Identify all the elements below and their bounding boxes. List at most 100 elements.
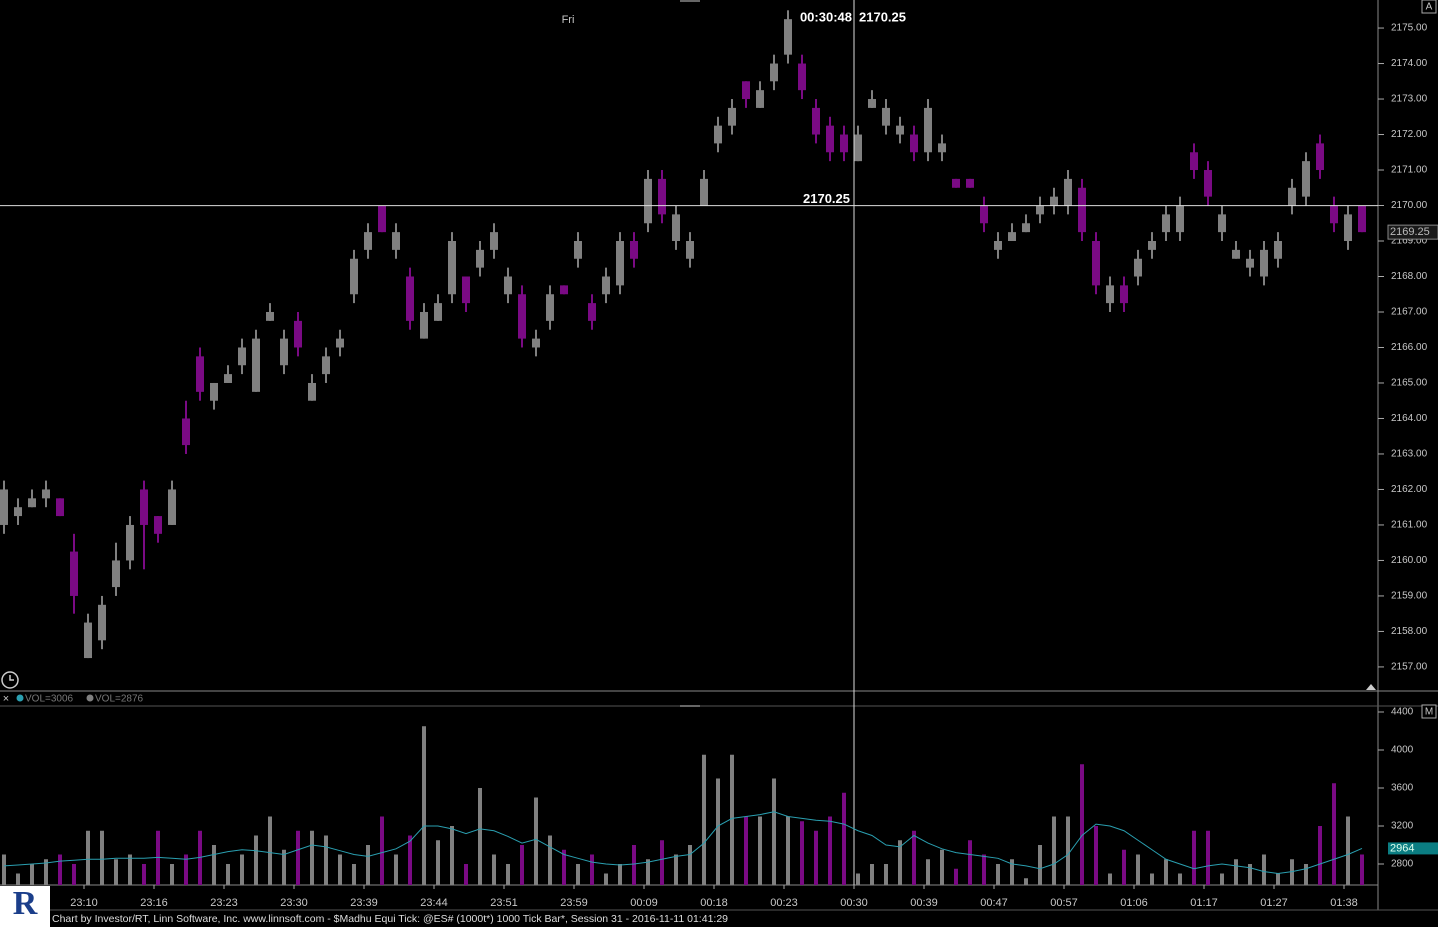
- y-tick-label: 2800: [1391, 859, 1414, 870]
- x-tick-label: 23:51: [490, 897, 518, 909]
- volume-bar: [338, 854, 342, 885]
- bar-body: [938, 143, 946, 153]
- bar-body: [1204, 170, 1212, 197]
- y-tick-label: 2160.00: [1391, 555, 1428, 566]
- bar-body: [1092, 241, 1100, 286]
- footer-text: Chart by Investor/RT, Linn Software, Inc…: [52, 913, 728, 925]
- bar-body: [210, 382, 218, 401]
- volume-bar: [1038, 845, 1042, 885]
- bar-body: [896, 125, 904, 135]
- y-tick-label: 2166.00: [1391, 342, 1428, 353]
- scale-button-label[interactable]: A: [1426, 2, 1433, 13]
- y-tick-label: 2157.00: [1391, 662, 1428, 673]
- bar-body: [574, 241, 582, 259]
- volume-bar: [1346, 816, 1350, 885]
- y-tick-label: 2159.00: [1391, 591, 1428, 602]
- clock-icon[interactable]: [1, 671, 19, 689]
- bar-body: [1134, 258, 1142, 277]
- bar-body: [70, 551, 78, 596]
- bar-body: [994, 241, 1002, 250]
- volume-bar: [1304, 864, 1308, 885]
- bar-body: [784, 19, 792, 55]
- volume-bar: [1024, 878, 1028, 885]
- scale-button-label[interactable]: M: [1425, 707, 1433, 718]
- volume-bar: [758, 816, 762, 885]
- volume-bar: [996, 864, 1000, 885]
- x-tick-label: 00:09: [630, 897, 658, 909]
- bar-body: [1246, 258, 1254, 268]
- bar-body: [392, 232, 400, 250]
- scroll-marker[interactable]: [1366, 684, 1376, 690]
- bar-body: [1232, 249, 1240, 259]
- volume-bar: [1192, 830, 1196, 885]
- x-tick-label: 23:44: [420, 897, 448, 909]
- y-tick-label: 2162.00: [1391, 484, 1428, 495]
- bar-body: [252, 338, 260, 392]
- bar-body: [504, 276, 512, 295]
- bar-body: [14, 507, 22, 517]
- bar-body: [910, 134, 918, 153]
- x-tick-label: 01:38: [1330, 897, 1358, 909]
- panel-handle[interactable]: [680, 0, 700, 2]
- bar-body: [1106, 285, 1114, 304]
- y-tick-label: 3600: [1391, 783, 1414, 794]
- volume-bar: [884, 864, 888, 885]
- bar-body: [700, 178, 708, 206]
- bar-body: [1358, 205, 1366, 233]
- volume-bar: [716, 778, 720, 885]
- bar-body: [322, 356, 330, 375]
- bar-body: [1022, 223, 1030, 233]
- volume-bar: [618, 864, 622, 885]
- x-tick-label: 00:39: [910, 897, 938, 909]
- bar-body: [378, 205, 386, 233]
- y-tick-label: 2172.00: [1391, 129, 1428, 140]
- volume-bar: [982, 854, 986, 885]
- x-tick-label: 23:10: [70, 897, 98, 909]
- volume-bar: [828, 816, 832, 885]
- volume-bar: [58, 854, 62, 885]
- volume-bar: [646, 859, 650, 885]
- y-tick-label: 2165.00: [1391, 378, 1428, 389]
- y-tick-label: 2173.00: [1391, 94, 1428, 105]
- bar-body: [630, 241, 638, 259]
- bar-body: [448, 241, 456, 295]
- volume-bar: [730, 754, 734, 885]
- x-tick-label: 00:30: [840, 897, 868, 909]
- y-tick-label: 2170.00: [1391, 200, 1428, 211]
- bar-body: [1064, 178, 1072, 206]
- scale-button[interactable]: [1421, 0, 1437, 14]
- bar-body: [476, 249, 484, 268]
- close-button[interactable]: ×: [3, 693, 9, 705]
- volume-bar: [240, 854, 244, 885]
- volume-bar: [1080, 764, 1084, 885]
- legend-label: VOL=2876: [95, 694, 144, 705]
- volume-bar: [2, 854, 6, 885]
- volume-bar: [184, 854, 188, 885]
- volume-bar: [1262, 854, 1266, 885]
- volume-bar: [800, 821, 804, 885]
- volume-bar: [744, 816, 748, 885]
- volume-bar: [772, 778, 776, 885]
- volume-bar: [1010, 859, 1014, 885]
- legend-swatch: [16, 694, 24, 702]
- volume-bar: [436, 840, 440, 885]
- bar-body: [224, 374, 232, 383]
- volume-bar: [688, 845, 692, 885]
- volume-bar: [352, 864, 356, 885]
- y-tick-label: 2171.00: [1391, 165, 1428, 176]
- bar-body: [266, 311, 274, 321]
- last-volume-label: 2964: [1390, 842, 1414, 854]
- bar-body: [812, 107, 820, 135]
- bar-body: [1148, 241, 1156, 250]
- x-tick-label: 23:59: [560, 897, 588, 909]
- x-tick-label: 23:23: [210, 897, 238, 909]
- scale-button[interactable]: [1421, 704, 1437, 719]
- bar-body: [728, 107, 736, 126]
- legend-label: VOL=3006: [25, 694, 74, 705]
- volume-bar: [562, 849, 566, 885]
- volume-bar: [1332, 783, 1336, 885]
- panel-handle[interactable]: [680, 705, 700, 707]
- bar-body: [1176, 205, 1184, 233]
- volume-bar: [1122, 849, 1126, 885]
- bar-body: [56, 498, 64, 517]
